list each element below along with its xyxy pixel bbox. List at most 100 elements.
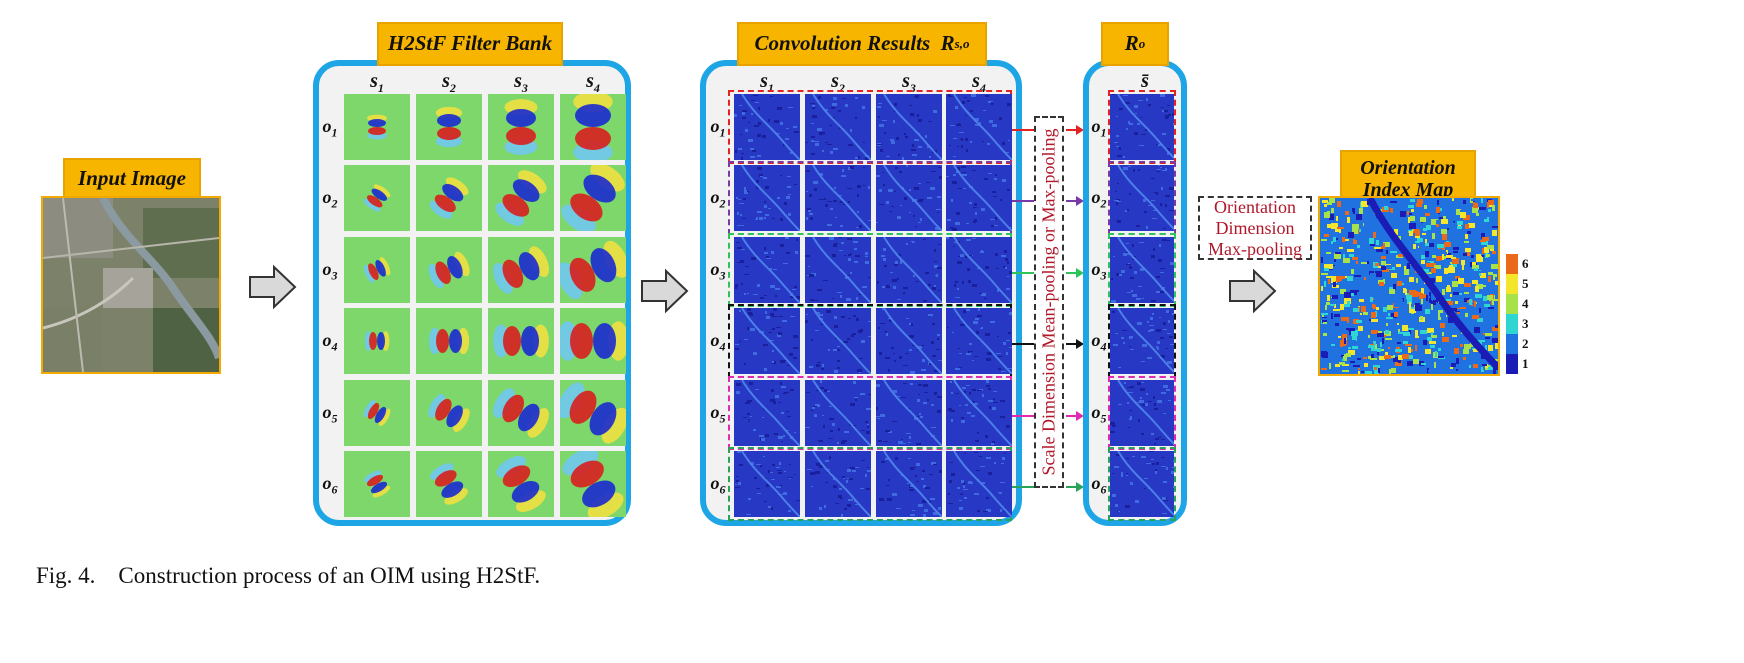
oim-pixel-patch bbox=[1440, 323, 1445, 328]
conv-texture-speck bbox=[958, 256, 960, 257]
conv-texture-speck bbox=[755, 102, 759, 103]
conv-texture-speck bbox=[781, 441, 783, 442]
conv-texture-speck bbox=[893, 353, 895, 354]
conv-texture-speck bbox=[823, 425, 825, 428]
conv-texture-speck bbox=[959, 507, 963, 510]
oim-pixel-patch bbox=[1416, 292, 1421, 296]
conv-texture-speck bbox=[966, 385, 970, 386]
conv-texture-speck bbox=[1157, 169, 1161, 170]
filter-lobe bbox=[435, 398, 452, 421]
oim-pixel-patch bbox=[1390, 208, 1393, 212]
ro-map-drawing bbox=[1110, 94, 1174, 160]
oim-pixel-patch bbox=[1465, 243, 1471, 247]
conv-texture-speck bbox=[923, 384, 928, 387]
oim-pixel-patch bbox=[1427, 205, 1434, 211]
oim-pixel-patch bbox=[1427, 261, 1434, 263]
conv-texture-speck bbox=[1151, 433, 1154, 435]
conv-texture-speck bbox=[858, 294, 863, 295]
label-base: s bbox=[760, 70, 768, 92]
conv-texture-speck bbox=[769, 340, 774, 341]
oim-pixel-patch bbox=[1438, 356, 1444, 358]
conv-texture-speck bbox=[932, 323, 935, 325]
conv-texture-speck bbox=[986, 358, 991, 361]
conv-texture-speck bbox=[918, 504, 923, 507]
conv-texture-speck bbox=[860, 329, 863, 332]
conv-texture-speck bbox=[961, 138, 963, 141]
conv-map-drawing bbox=[876, 308, 942, 374]
oim-pixel-patch bbox=[1440, 313, 1446, 317]
filter-kernel-drawing bbox=[363, 184, 391, 212]
conv-texture-speck bbox=[961, 420, 965, 423]
conv-texture-speck bbox=[827, 201, 832, 202]
conv-texture-speck bbox=[827, 144, 832, 145]
conv-texture-speck bbox=[1172, 113, 1174, 116]
conv-map-drawing bbox=[805, 165, 871, 231]
ro-orientation-label-2: o2 bbox=[1086, 187, 1112, 212]
label-subscript: 2 bbox=[838, 81, 845, 95]
filter-lobe bbox=[373, 184, 391, 198]
conv-texture-speck bbox=[1115, 333, 1118, 334]
conv-texture-speck bbox=[755, 389, 759, 390]
conv-texture-speck bbox=[812, 107, 815, 109]
conv-texture-speck bbox=[1119, 274, 1122, 276]
oim-pixel-patch bbox=[1409, 223, 1416, 229]
conv-texture-speck bbox=[735, 150, 737, 153]
conv-texture-speck bbox=[747, 308, 751, 311]
conv-texture-speck bbox=[885, 458, 889, 460]
conv-texture-speck bbox=[847, 188, 852, 189]
conv-texture-speck bbox=[854, 397, 858, 398]
conv-texture-speck bbox=[832, 298, 834, 299]
conv-tile-o5-s4 bbox=[946, 380, 1012, 446]
oim-pixel-patch bbox=[1485, 333, 1492, 336]
conv-texture-speck bbox=[959, 367, 962, 368]
conv-texture-speck bbox=[930, 187, 935, 190]
conv-texture-speck bbox=[840, 225, 843, 227]
oim-pixel-patch bbox=[1329, 363, 1331, 369]
conv-texture-speck bbox=[1000, 509, 1002, 512]
conv-texture-speck bbox=[934, 249, 936, 252]
conv-texture-speck bbox=[1163, 413, 1166, 414]
conv-texture-speck bbox=[973, 321, 978, 324]
conv-tile-o5-s1 bbox=[734, 380, 800, 446]
oim-pixel-patch bbox=[1458, 278, 1464, 284]
filter-lobe bbox=[590, 165, 625, 192]
filter-lobe bbox=[437, 127, 461, 140]
oim-pixel-patch bbox=[1471, 304, 1473, 307]
oim-pixel-patch bbox=[1386, 265, 1392, 269]
oim-pixel-patch bbox=[1448, 267, 1455, 273]
oim-pixel-patch bbox=[1413, 244, 1416, 249]
conv-texture-speck bbox=[785, 237, 789, 239]
conv-texture-speck bbox=[848, 258, 851, 261]
conv-texture-speck bbox=[848, 499, 853, 501]
ro-orientation-label-3: o3 bbox=[1086, 259, 1112, 284]
conv-texture-speck bbox=[934, 265, 938, 268]
oim-pixel-patch bbox=[1438, 348, 1441, 351]
filter-tile-o1-s1 bbox=[344, 94, 410, 160]
conv-map-drawing bbox=[876, 237, 942, 303]
conv-texture-speck bbox=[757, 493, 761, 494]
conv-texture-speck bbox=[1129, 410, 1132, 411]
conv-texture-speck bbox=[829, 418, 834, 420]
filter-lobe bbox=[447, 256, 463, 279]
conv-river-trace bbox=[812, 94, 871, 160]
oim-pixel-patch bbox=[1384, 355, 1391, 359]
conv-texture-speck bbox=[936, 209, 941, 210]
oim-pixel-patch bbox=[1368, 335, 1370, 338]
conv-texture-speck bbox=[1119, 108, 1123, 110]
conv-texture-speck bbox=[954, 242, 958, 243]
conv-texture-speck bbox=[915, 95, 919, 98]
filter-lobe bbox=[436, 329, 449, 353]
filter-tile-o4-s1 bbox=[344, 308, 410, 374]
oim-pixel-patch bbox=[1472, 265, 1479, 269]
oim-pixel-patch bbox=[1434, 265, 1441, 269]
oim-pixel-patch bbox=[1342, 237, 1345, 242]
conv-texture-speck bbox=[764, 252, 768, 254]
conv-texture-speck bbox=[1138, 169, 1140, 171]
conv-texture-speck bbox=[811, 339, 813, 341]
oim-pixel-patch bbox=[1428, 370, 1431, 372]
conv-texture-speck bbox=[972, 238, 976, 239]
oim-pixel-patch bbox=[1411, 209, 1414, 212]
conv-texture-speck bbox=[1163, 500, 1168, 501]
conv-texture-speck bbox=[918, 119, 922, 122]
conv-texture-speck bbox=[750, 313, 753, 316]
